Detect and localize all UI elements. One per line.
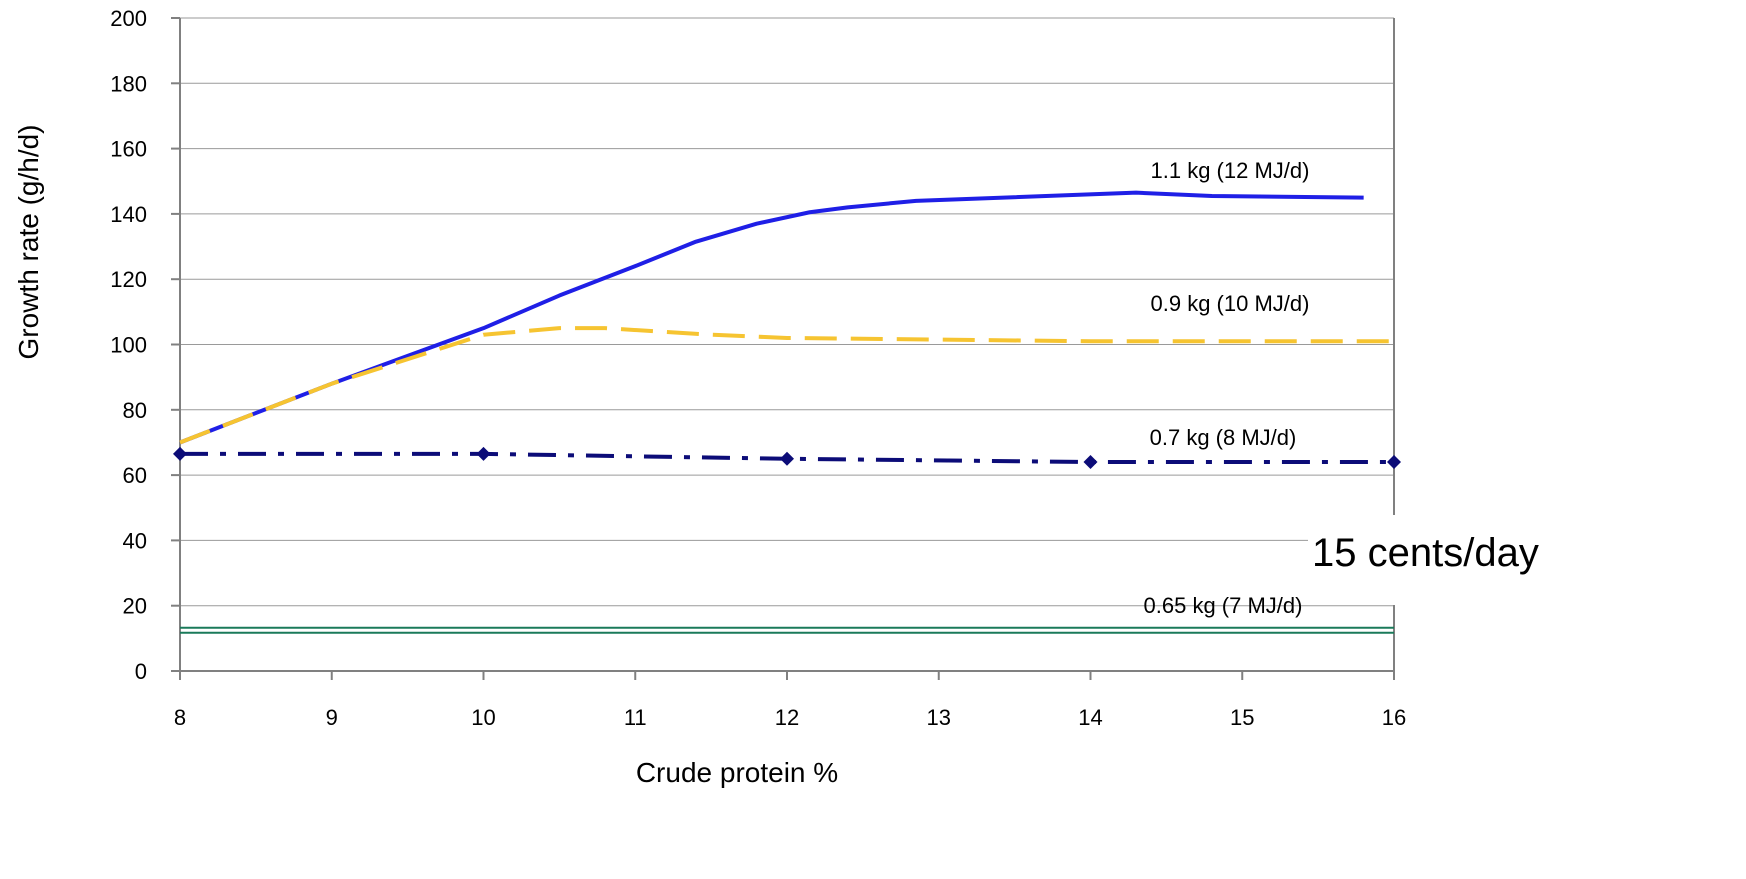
x-tick-label: 10 [471,705,495,730]
series-label: 1.1 kg (12 MJ/d) [1151,158,1310,183]
x-tick-label: 16 [1382,705,1406,730]
y-tick-label: 160 [110,137,147,162]
y-ticks: 0 20 40 60 80 100 120 140 160 180 200 [110,6,180,684]
series-label: 0.65 kg (7 MJ/d) [1144,593,1303,618]
x-tick-label: 9 [326,705,338,730]
annotation-background [1308,515,1546,605]
y-tick-label: 100 [110,333,147,358]
x-tick-label: 13 [927,705,951,730]
series-line-0-9-kg-10-mj-d [179,326,1394,445]
grid-lines [180,17,1394,607]
data-point-marker [780,451,794,466]
x-tick-label: 8 [174,705,186,730]
data-point-marker [476,446,491,461]
y-tick-label: 20 [123,594,147,619]
data-point-marker [173,446,187,461]
x-tick-label: 11 [624,705,647,730]
y-tick-label: 0 [135,659,147,684]
series-label: 0.7 kg (8 MJ/d) [1150,425,1297,450]
x-tick-label: 15 [1230,705,1254,730]
x-tick-label: 12 [775,705,799,730]
y-tick-label: 60 [123,463,147,488]
y-tick-label: 120 [110,267,147,292]
y-tick-label: 140 [110,202,147,227]
y-tick-label: 40 [123,528,147,553]
y-tick-label: 200 [110,6,147,31]
series-lines [173,190,1401,634]
x-tick-label: 14 [1078,705,1102,730]
x-ticks: 8 9 10 11 12 13 14 15 16 [174,671,1406,730]
annotation-cost: 15 cents/day [1312,531,1539,575]
x-axis-label: Crude protein % [636,757,838,788]
y-axis-label: Growth rate (g/h/d) [13,125,44,360]
series-line-1-1-kg-12-mj-d [179,190,1364,445]
y-tick-label: 80 [123,398,147,423]
series-labels: 1.1 kg (12 MJ/d) 0.9 kg (10 MJ/d) 0.7 kg (… [1144,158,1310,618]
y-tick-label: 180 [110,71,147,96]
data-point-marker [1387,455,1401,470]
series-label: 0.9 kg (10 MJ/d) [1151,291,1310,316]
data-point-marker [1083,455,1098,470]
